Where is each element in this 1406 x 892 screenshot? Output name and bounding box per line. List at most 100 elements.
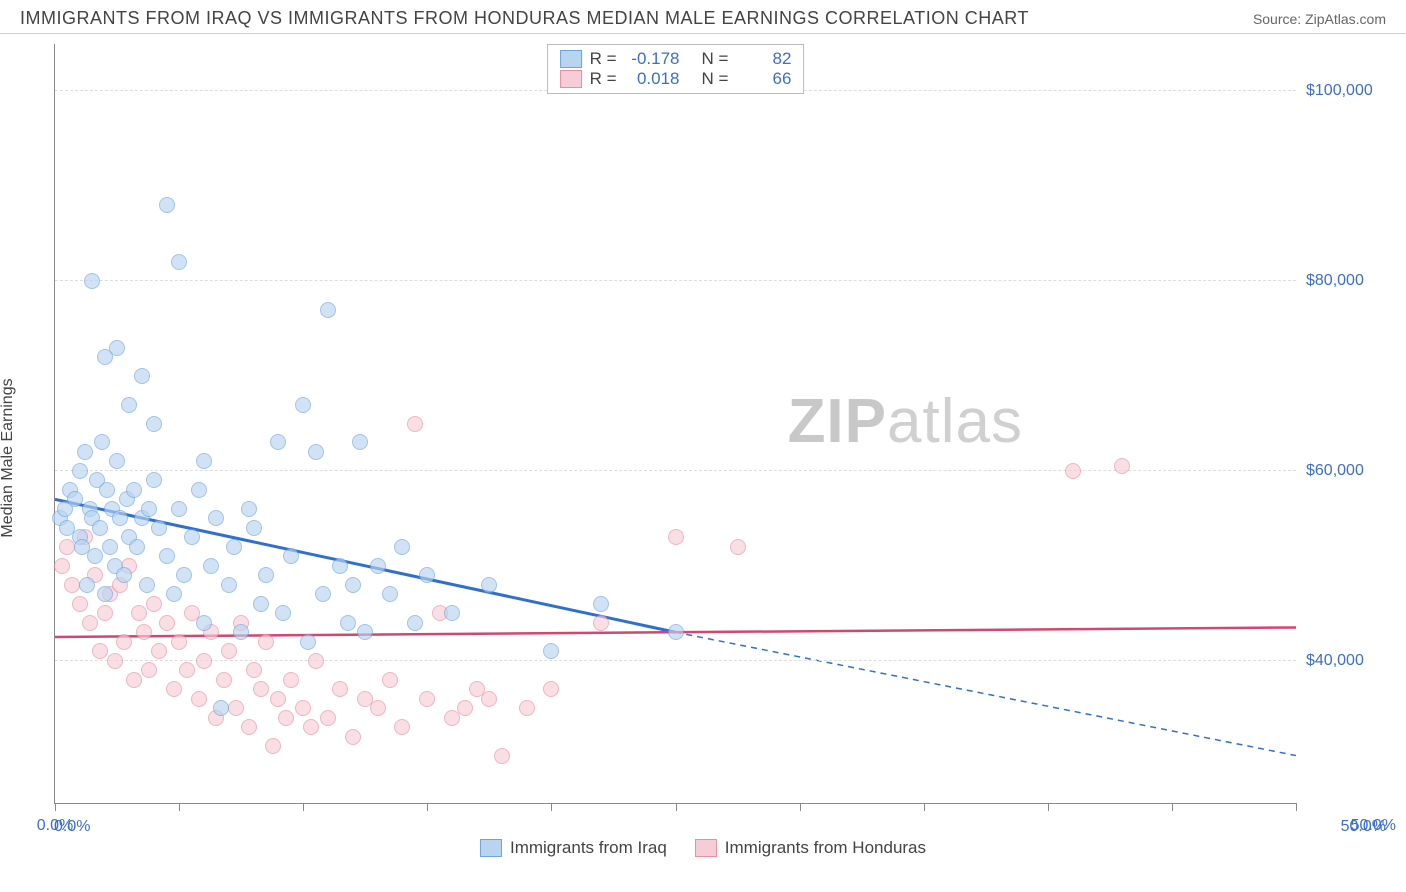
data-point — [107, 653, 123, 669]
x-tick — [1172, 803, 1173, 811]
data-point — [166, 586, 182, 602]
x-tick — [303, 803, 304, 811]
data-point — [166, 681, 182, 697]
data-point — [146, 472, 162, 488]
data-point — [184, 529, 200, 545]
data-point — [134, 368, 150, 384]
data-point — [345, 577, 361, 593]
r-label: R = — [590, 49, 617, 69]
data-point — [94, 434, 110, 450]
swatch-iraq — [480, 839, 502, 857]
data-point — [300, 634, 316, 650]
data-point — [92, 643, 108, 659]
data-point — [407, 416, 423, 432]
data-point — [87, 548, 103, 564]
data-point — [159, 197, 175, 213]
data-point — [77, 444, 93, 460]
stats-legend: R = -0.178 N = 82 R = 0.018 N = 66 — [547, 44, 805, 94]
data-point — [171, 254, 187, 270]
n-label: N = — [702, 69, 729, 89]
stats-row-honduras: R = 0.018 N = 66 — [560, 69, 792, 89]
data-point — [176, 567, 192, 583]
data-point — [543, 681, 559, 697]
data-point — [370, 558, 386, 574]
n-label: N = — [702, 49, 729, 69]
x-tick — [924, 803, 925, 811]
x-tick — [1048, 803, 1049, 811]
data-point — [481, 691, 497, 707]
data-point — [253, 596, 269, 612]
data-point — [308, 653, 324, 669]
data-point — [419, 691, 435, 707]
data-point — [382, 586, 398, 602]
data-point — [340, 615, 356, 631]
data-point — [444, 605, 460, 621]
data-point — [668, 529, 684, 545]
data-point — [730, 539, 746, 555]
data-point — [457, 700, 473, 716]
data-point — [102, 539, 118, 555]
r-value-honduras: 0.018 — [625, 69, 680, 89]
r-label: R = — [590, 69, 617, 89]
x-tick — [427, 803, 428, 811]
data-point — [112, 510, 128, 526]
n-value-honduras: 66 — [736, 69, 791, 89]
data-point — [315, 586, 331, 602]
data-point — [270, 434, 286, 450]
data-point — [171, 634, 187, 650]
data-point — [295, 397, 311, 413]
data-point — [84, 273, 100, 289]
data-point — [159, 615, 175, 631]
data-point — [196, 615, 212, 631]
data-point — [308, 444, 324, 460]
data-point — [129, 539, 145, 555]
data-point — [419, 567, 435, 583]
data-point — [221, 577, 237, 593]
legend-label-iraq: Immigrants from Iraq — [510, 838, 667, 858]
data-point — [394, 719, 410, 735]
data-point — [54, 558, 70, 574]
data-point — [136, 624, 152, 640]
data-point — [593, 615, 609, 631]
data-point — [109, 340, 125, 356]
data-point — [352, 434, 368, 450]
data-point — [141, 501, 157, 517]
data-point — [121, 397, 137, 413]
gridline — [55, 660, 1296, 661]
x-tick — [676, 803, 677, 811]
data-point — [196, 453, 212, 469]
data-point — [1065, 463, 1081, 479]
legend-label-honduras: Immigrants from Honduras — [725, 838, 926, 858]
data-point — [92, 520, 108, 536]
swatch-honduras — [695, 839, 717, 857]
data-point — [97, 605, 113, 621]
data-point — [283, 672, 299, 688]
data-point — [241, 719, 257, 735]
data-point — [226, 539, 242, 555]
data-point — [233, 624, 249, 640]
y-tick-label: $100,000 — [1306, 82, 1396, 100]
data-point — [99, 482, 115, 498]
data-point — [72, 463, 88, 479]
data-point — [151, 643, 167, 659]
data-point — [141, 662, 157, 678]
data-point — [283, 548, 299, 564]
data-point — [146, 416, 162, 432]
data-point — [320, 302, 336, 318]
x-tick — [800, 803, 801, 811]
data-point — [109, 453, 125, 469]
y-tick-label: $60,000 — [1306, 462, 1396, 480]
data-point — [82, 615, 98, 631]
data-point — [345, 729, 361, 745]
x-tick — [55, 803, 56, 811]
x-tick — [551, 803, 552, 811]
data-point — [97, 586, 113, 602]
data-point — [146, 596, 162, 612]
data-point — [196, 653, 212, 669]
swatch-honduras — [560, 70, 582, 88]
data-point — [258, 567, 274, 583]
data-point — [481, 577, 497, 593]
data-point — [258, 634, 274, 650]
x-axis-min-label: 0.0% — [54, 818, 90, 836]
data-point — [171, 501, 187, 517]
